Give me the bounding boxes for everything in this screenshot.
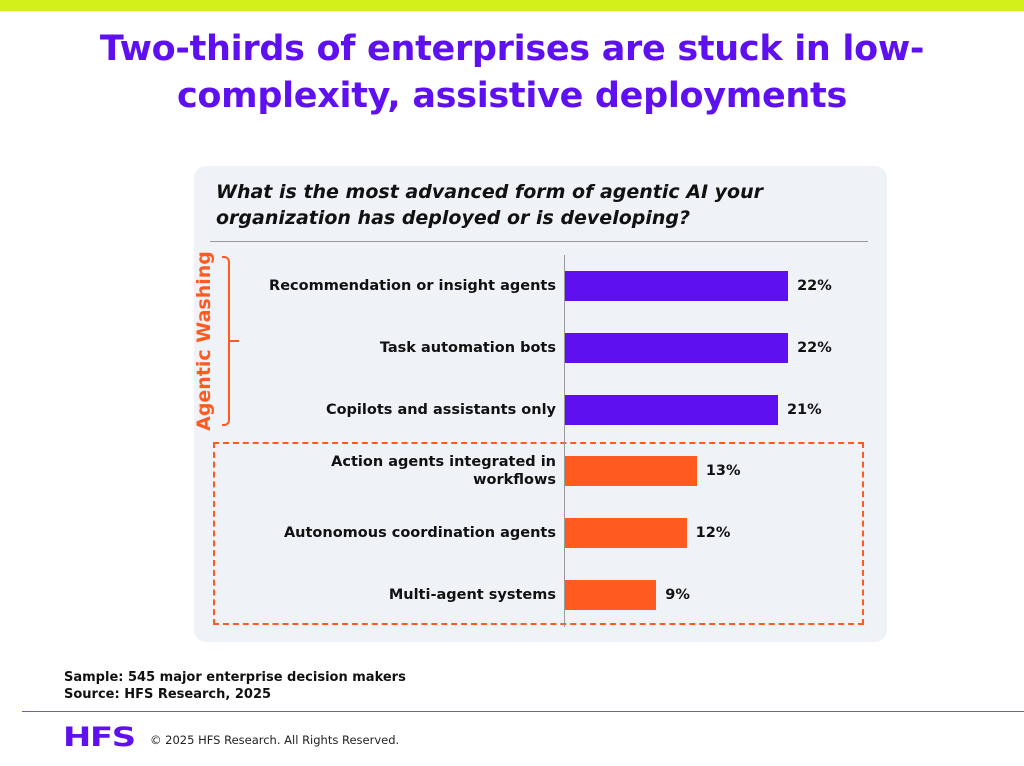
category-label: Autonomous coordination agents bbox=[283, 525, 556, 542]
bar bbox=[565, 456, 697, 487]
title-line-2: complexity, assistive deployments bbox=[176, 76, 847, 116]
sample-note: Sample: 545 major enterprise decision ma… bbox=[64, 670, 406, 685]
bar bbox=[565, 394, 778, 425]
category-label: Recommendation or insight agents bbox=[269, 278, 556, 294]
bracket-label: Agentic Washing bbox=[193, 251, 215, 431]
bar bbox=[565, 271, 789, 301]
bar bbox=[565, 518, 687, 549]
top-accent-bar bbox=[0, 0, 1024, 11]
bar bbox=[565, 332, 789, 363]
title-line-1: Two-thirds of enterprises are stuck in l… bbox=[99, 29, 925, 69]
value-label: 12% bbox=[695, 525, 731, 542]
bracket-tick bbox=[230, 340, 239, 342]
chart-question: What is the most advanced form of agenti… bbox=[216, 181, 763, 229]
footer-divider bbox=[22, 711, 1024, 712]
value-label: 21% bbox=[786, 401, 822, 418]
value-label: 22% bbox=[797, 339, 832, 356]
bar bbox=[565, 580, 657, 610]
value-label: 9% bbox=[665, 587, 690, 603]
bracket-icon bbox=[222, 256, 230, 426]
source-note: Source: HFS Research, 2025 bbox=[64, 687, 272, 702]
category-label: Task automation bots bbox=[379, 339, 556, 356]
hfs-logo: HFS bbox=[63, 722, 136, 753]
copyright: © 2025 HFS Research. All Rights Reserved… bbox=[150, 733, 400, 747]
highlight-box bbox=[213, 442, 864, 625]
category-label: Copilots and assistants only bbox=[325, 401, 556, 418]
category-label: Multi-agent systems bbox=[388, 587, 556, 603]
divider bbox=[210, 241, 868, 242]
y-axis-line bbox=[564, 255, 565, 627]
notes: Sample: 545 major enterprise decision ma… bbox=[64, 669, 406, 703]
category-label: Action agents integrated in workflows bbox=[331, 454, 556, 489]
value-label: 22% bbox=[797, 278, 832, 294]
page-title: Two-thirds of enterprises are stuck in l… bbox=[0, 26, 1024, 120]
value-label: 13% bbox=[705, 463, 741, 480]
